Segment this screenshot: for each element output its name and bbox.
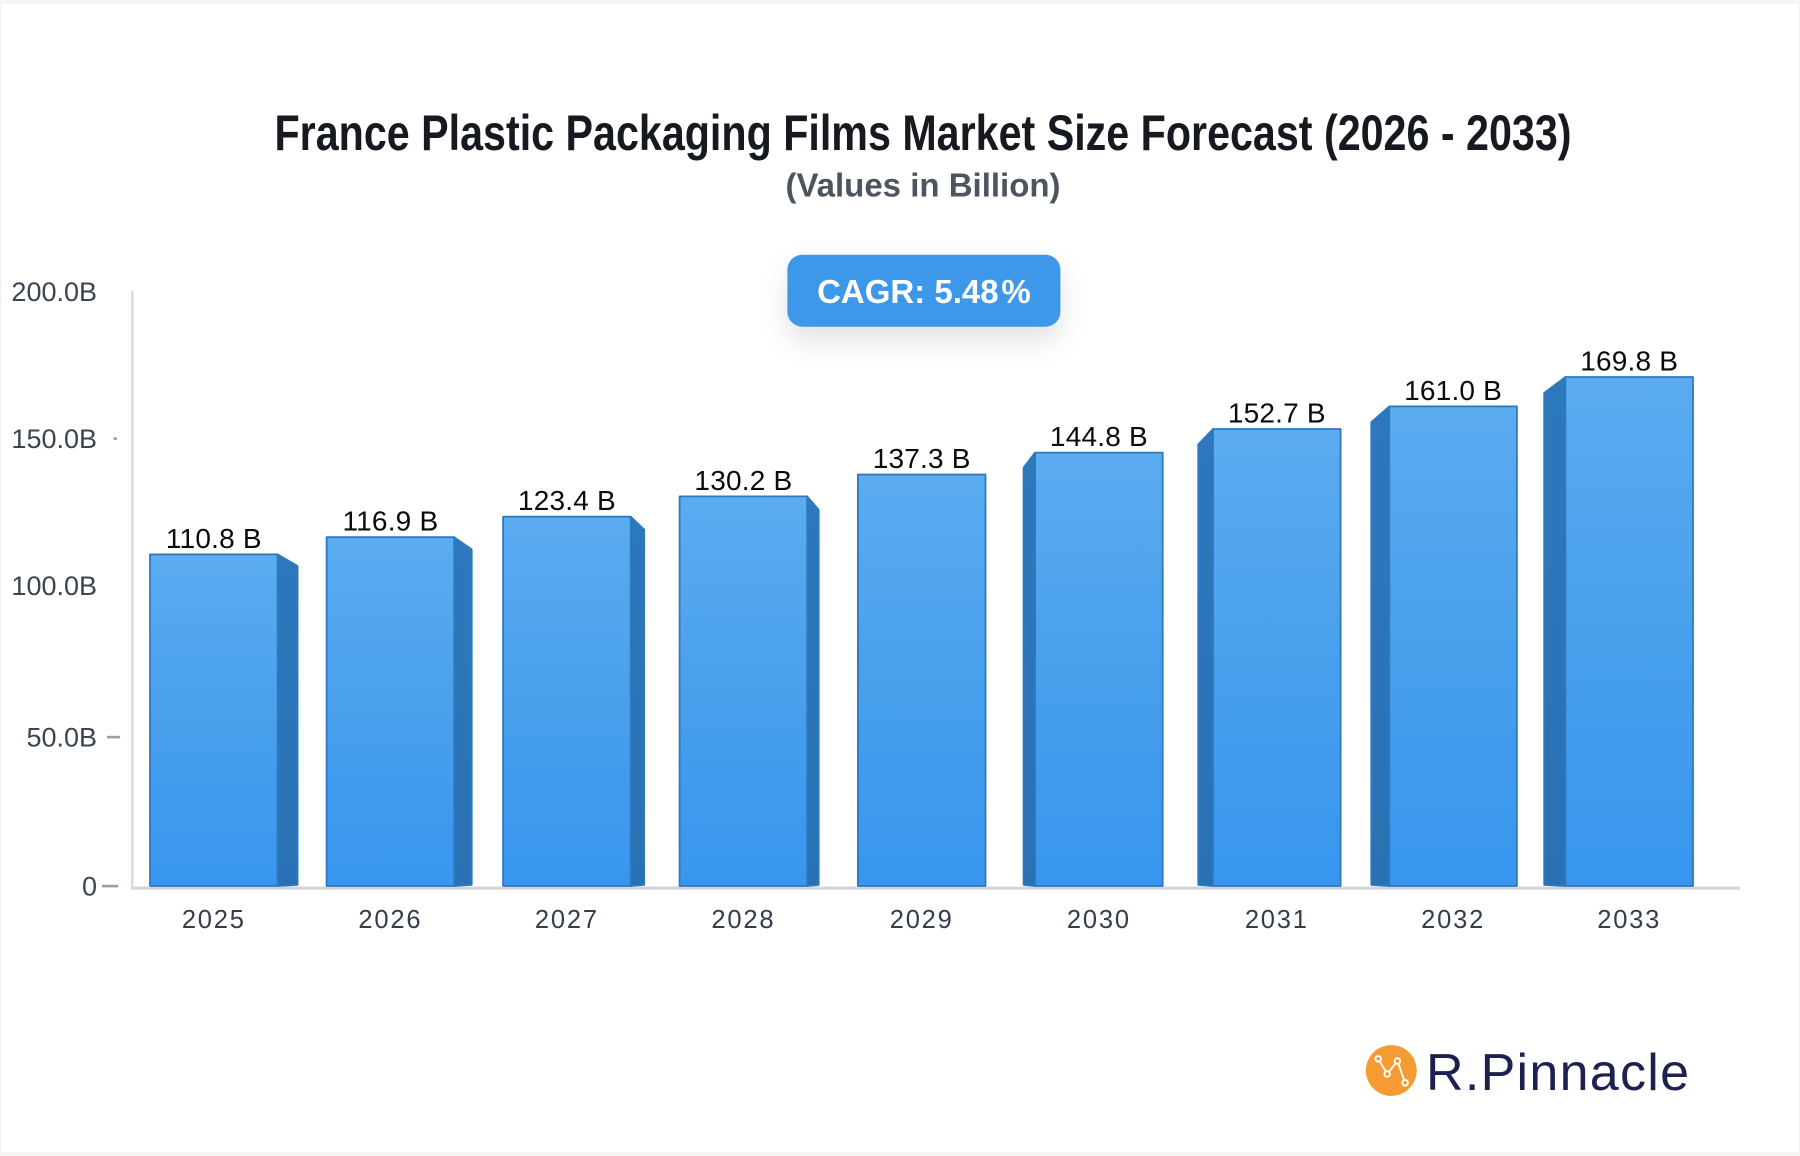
svg-text:110.8 B: 110.8 B (166, 523, 262, 554)
svg-text:152.7 B: 152.7 B (1228, 398, 1326, 429)
svg-text:2030: 2030 (1067, 906, 1131, 934)
svg-text:2031: 2031 (1245, 906, 1309, 934)
svg-text:2027: 2027 (535, 906, 599, 934)
svg-text:161.0 B: 161.0 B (1404, 375, 1502, 406)
svg-text:2033: 2033 (1597, 906, 1661, 934)
svg-text:50.0B: 50.0B (26, 723, 97, 753)
svg-text:(Values in Billion): (Values in Billion) (785, 167, 1060, 204)
svg-text:2032: 2032 (1421, 906, 1485, 934)
svg-text:169.8 B: 169.8 B (1580, 346, 1678, 377)
svg-text:116.9 B: 116.9 B (342, 506, 438, 537)
svg-text:2025: 2025 (182, 906, 246, 934)
svg-text:2028: 2028 (711, 906, 775, 934)
svg-text:150.0B: 150.0B (11, 424, 97, 454)
svg-text:0: 0 (82, 871, 97, 901)
svg-text:France Plastic Packaging Films: France Plastic Packaging Films Market Si… (275, 105, 1572, 161)
svg-text:130.2 B: 130.2 B (694, 465, 792, 496)
svg-text:200.0B: 200.0B (11, 277, 97, 307)
svg-text:2026: 2026 (358, 906, 422, 934)
svg-text:123.4 B: 123.4 B (518, 485, 616, 516)
svg-text:144.8 B: 144.8 B (1050, 421, 1148, 452)
svg-text:137.3 B: 137.3 B (873, 443, 971, 474)
svg-text:CAGR: 5.48 %: CAGR: 5.48 % (817, 273, 1031, 310)
svg-text:R.Pinnacle: R.Pinnacle (1426, 1044, 1689, 1102)
svg-text:2029: 2029 (890, 906, 954, 934)
svg-text:100.0B: 100.0B (11, 571, 97, 601)
